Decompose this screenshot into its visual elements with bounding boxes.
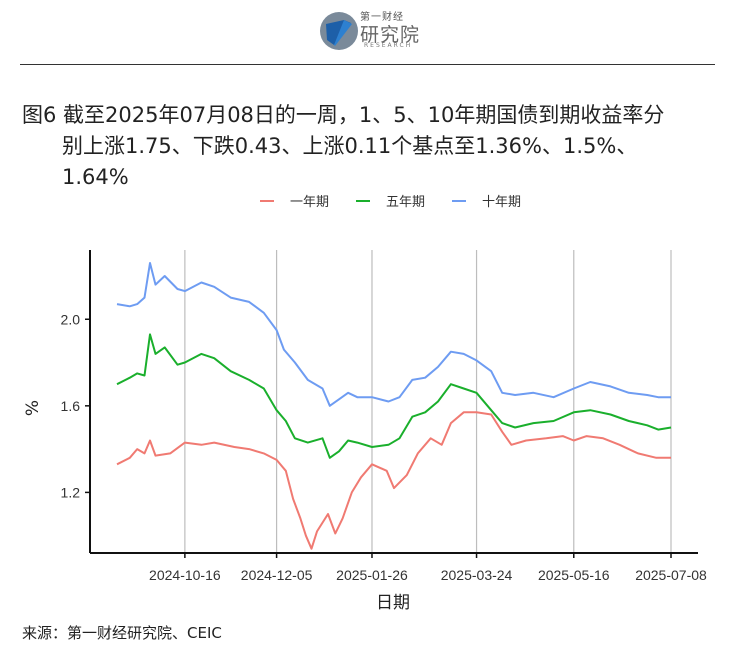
y-tick-label-1: 1.6 <box>61 398 81 414</box>
source-note: 来源：第一财经研究院、CEIC <box>22 624 222 642</box>
y-axis-ticks: 1.2 1.6 2.0 <box>61 311 90 500</box>
header-divider <box>20 64 715 65</box>
logo-sub-text: RESEARCH <box>364 42 413 49</box>
logo-brand-text: 第一财经 <box>360 12 404 23</box>
figure-title: 图6 截至2025年07月08日的一周，1、5、10年期国债到期收益率分 别上涨… <box>22 100 727 193</box>
x-tick-label-4: 2025-05-16 <box>538 567 610 583</box>
figure-title-line-3: 1.64% <box>62 165 129 189</box>
x-tick-label-0: 2024-10-16 <box>149 567 221 583</box>
logo-emblem-icon <box>320 12 358 50</box>
legend-label-2: 五年期 <box>386 195 425 210</box>
logo-name-text: 研究院 <box>360 24 421 46</box>
figure-title-line-2: 别上涨1.75、下跌0.43、上涨0.11个基点至1.36%、1.5%、 <box>62 134 638 158</box>
legend-label-3: 十年期 <box>482 195 521 210</box>
x-tick-label-5: 2025-07-08 <box>635 567 707 583</box>
series-line-1 <box>116 411 671 550</box>
x-axis-title: 日期 <box>376 593 410 613</box>
chart-axes <box>89 250 698 554</box>
y-tick-label-2: 2.0 <box>61 311 81 327</box>
x-axis-ticks: 2024-10-16 2024-12-05 2025-01-26 2025-03-24… <box>149 553 707 583</box>
series-line-2 <box>116 333 672 459</box>
y-axis-title: % <box>23 400 43 416</box>
series-line-3 <box>116 262 671 407</box>
y-tick-label-0: 1.2 <box>61 484 81 500</box>
legend-label-1: 一年期 <box>290 195 329 210</box>
yield-chart: 一年期 五年期 十年期 1.2 1.6 2.0 2024-10-16 2024-12-05… <box>23 195 707 613</box>
figure-title-line-1: 图6 截至2025年07月08日的一周，1、5、10年期国债到期收益率分 <box>22 103 665 127</box>
x-tick-label-1: 2024-12-05 <box>241 567 313 583</box>
chart-gridlines <box>184 250 672 553</box>
x-tick-label-2: 2025-01-26 <box>336 567 408 583</box>
chart-series <box>116 262 672 550</box>
chart-legend: 一年期 五年期 十年期 <box>260 195 521 210</box>
x-tick-label-3: 2025-03-24 <box>441 567 513 583</box>
